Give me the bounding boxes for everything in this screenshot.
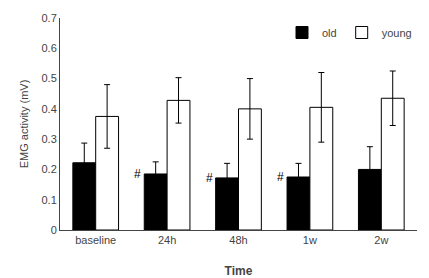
svg-text:0.6: 0.6 xyxy=(42,42,57,54)
svg-text:0.5: 0.5 xyxy=(42,72,57,84)
svg-text:Time: Time xyxy=(225,264,253,278)
svg-text:baseline: baseline xyxy=(75,234,116,246)
svg-text:2w: 2w xyxy=(374,234,388,246)
svg-text:#: # xyxy=(134,167,141,181)
svg-text:#: # xyxy=(277,170,284,184)
svg-text:0.7: 0.7 xyxy=(42,12,57,24)
svg-text:old: old xyxy=(322,27,337,39)
svg-text:#: # xyxy=(206,171,213,185)
svg-text:EMG activity (mV): EMG activity (mV) xyxy=(18,80,30,169)
svg-text:0.4: 0.4 xyxy=(42,103,57,115)
svg-text:48h: 48h xyxy=(229,234,247,246)
svg-text:1w: 1w xyxy=(303,234,317,246)
svg-text:0.2: 0.2 xyxy=(42,163,57,175)
svg-text:young: young xyxy=(382,27,412,39)
svg-text:0: 0 xyxy=(51,224,57,236)
svg-text:24h: 24h xyxy=(158,234,176,246)
svg-text:0.3: 0.3 xyxy=(42,133,57,145)
svg-text:0.1: 0.1 xyxy=(42,194,57,206)
